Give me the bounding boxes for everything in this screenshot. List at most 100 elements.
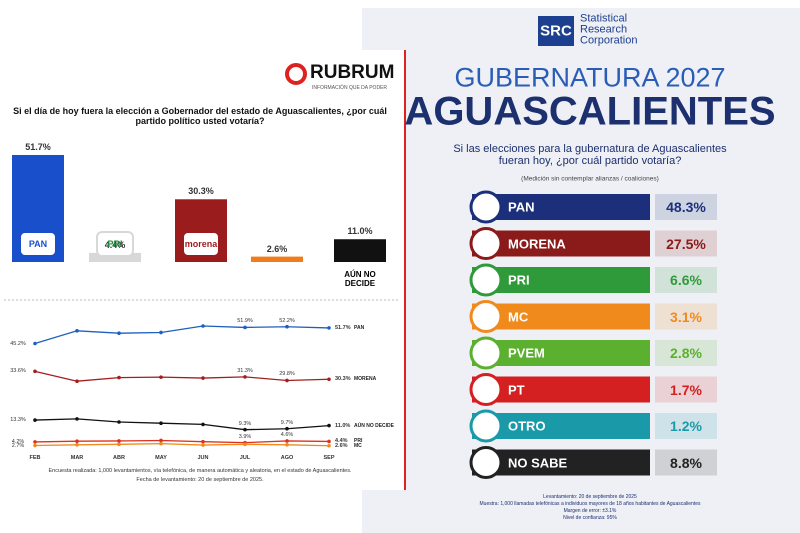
value-label: 51.9% [237, 318, 253, 325]
point [159, 330, 163, 335]
point [33, 369, 37, 374]
value-label: 13.3% [10, 417, 26, 424]
footnote: Nivel de confianza: 95% [563, 515, 617, 521]
value-label: 8.8% [670, 454, 702, 471]
kicker: GUBERNATURA 2027 [454, 62, 726, 93]
value-label: 27.5% [666, 235, 706, 252]
value-label: 45.2% [10, 340, 26, 347]
point [201, 422, 205, 427]
value-label: 4.4% [335, 438, 348, 445]
value-label: 52.2% [279, 317, 295, 324]
point [201, 376, 205, 380]
point [243, 427, 247, 432]
bar [89, 252, 141, 262]
value-label: 3.9% [238, 433, 252, 440]
value-label: 9.3% [238, 420, 252, 427]
point [33, 443, 37, 448]
footnote: Encuesta realizada: 1,000 levantamientos… [48, 468, 352, 474]
value-label: 2.6% [335, 442, 348, 449]
point [327, 326, 331, 330]
category-label: morena [184, 239, 218, 249]
rubrum-icon [285, 63, 307, 85]
value-label: 30.3% [335, 376, 351, 383]
legend-label: AÚN NO DECIDE [354, 422, 395, 429]
point [75, 329, 79, 333]
value-box [655, 267, 717, 293]
point [117, 420, 121, 424]
value-label: 4.4% [104, 239, 126, 250]
party-icon [469, 190, 503, 224]
value-label: 2.7% [11, 442, 25, 449]
value-box [655, 340, 717, 366]
point [75, 417, 79, 421]
category-label: PRI [107, 239, 123, 249]
legend-label: MORENA [354, 376, 377, 383]
logo-box [96, 231, 134, 257]
value-label: 31.3% [237, 367, 253, 374]
party-icon [469, 300, 503, 333]
point [327, 377, 331, 382]
party-icon [469, 373, 503, 406]
value-label: 2.6% [266, 243, 288, 254]
point [75, 439, 79, 444]
value-label: 51.7% [25, 141, 51, 152]
x-tick-label: SEP [323, 455, 335, 461]
value-label: 11.0% [335, 422, 351, 429]
value-box [655, 303, 717, 330]
value-box [655, 194, 717, 220]
value-box [655, 449, 717, 476]
src-logo-box [538, 16, 574, 46]
category-label: NO SABE [508, 455, 568, 470]
point [117, 331, 121, 336]
category-label: PRI [508, 272, 530, 288]
point [201, 443, 205, 447]
logo-box [19, 231, 57, 257]
point [117, 375, 121, 380]
party-icon [469, 263, 503, 297]
value-label: 51.7% [335, 324, 351, 331]
point [159, 438, 163, 443]
bar [251, 256, 303, 262]
category-label: PT [508, 382, 525, 397]
chart-title: Si el día de hoy fuera la elección a Gob… [13, 106, 387, 126]
value-label: 3.1% [670, 308, 702, 325]
value-label: 30.3% [188, 186, 214, 197]
point [159, 441, 163, 446]
note: (Medición sin contemplar alianzas / coal… [521, 175, 659, 183]
category-label: MORENA [508, 236, 566, 251]
x-tick-label: MAR [70, 455, 84, 461]
tagline: INFORMACIÓN QUE DA PODER [312, 85, 388, 91]
value-box [655, 413, 717, 439]
value-label: 1.2% [670, 418, 702, 434]
point [285, 426, 289, 431]
left-panel [0, 50, 405, 490]
value-box [655, 230, 717, 257]
point [285, 443, 289, 447]
point [201, 324, 205, 328]
category-label: OTRO [508, 418, 546, 434]
title: AGUASCALIENTES [404, 89, 776, 134]
point [117, 442, 121, 447]
x-tick-label: AGO [280, 455, 294, 461]
category-label: MC [508, 309, 529, 324]
bar [334, 239, 386, 262]
x-tick-label: ABR [113, 455, 125, 461]
series-line [34, 325, 330, 345]
value-label: 4.6% [280, 431, 294, 438]
category-label: AÚN NO DECIDE [344, 270, 376, 288]
point [285, 439, 289, 443]
point [285, 378, 289, 383]
point [327, 439, 331, 444]
legend-label: PRI [354, 438, 363, 445]
value-box [655, 376, 717, 403]
x-tick-label: JUL [239, 455, 251, 461]
point [327, 423, 331, 428]
party-icon [469, 227, 503, 260]
point [243, 325, 247, 330]
point [327, 443, 331, 448]
question: Si las elecciones para la gubernatura de… [453, 143, 727, 167]
value-label: 29.8% [279, 371, 295, 378]
footnote: Muestra: 1,000 llamadas telefónicas a in… [479, 501, 701, 507]
